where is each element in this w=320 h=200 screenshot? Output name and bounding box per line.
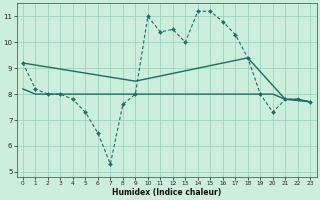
X-axis label: Humidex (Indice chaleur): Humidex (Indice chaleur) (112, 188, 221, 197)
